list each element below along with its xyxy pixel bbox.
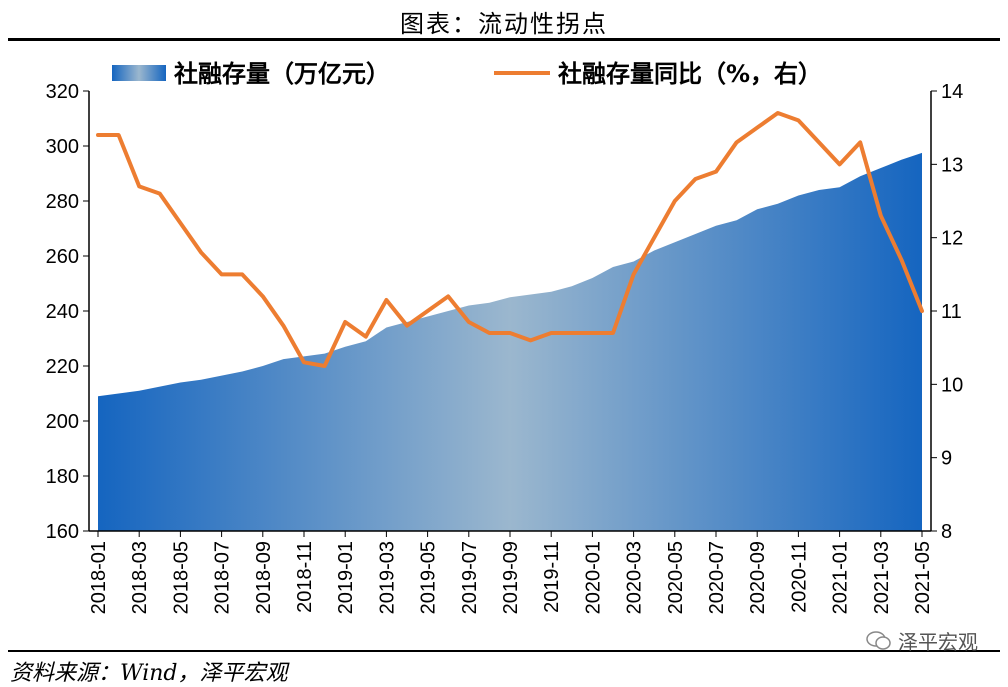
x-tick-label: 2020-01 (582, 541, 604, 614)
y-right-tick-label: 10 (941, 374, 963, 396)
y-right-tick-label: 9 (941, 448, 952, 470)
x-tick-label: 2019-11 (541, 541, 563, 613)
x-tick-label: 2019-05 (418, 541, 440, 614)
watermark-text: 泽平宏观 (898, 630, 978, 654)
y-left-tick-label: 280 (46, 191, 79, 213)
area-series-stock (98, 152, 922, 531)
x-tick-label: 2020-11 (788, 541, 810, 613)
bottom-rule (8, 650, 1000, 652)
x-tick-label: 2020-05 (665, 541, 687, 614)
x-tick-label: 2021-05 (912, 541, 934, 614)
title-rule (8, 38, 1000, 41)
y-left-tick-label: 260 (46, 246, 79, 268)
source-note: 资料来源：Wind，泽平宏观 (10, 661, 288, 686)
legend-line-label: 社融存量同比（%，右） (558, 60, 822, 88)
chart-title: 图表：流动性拐点 (400, 10, 608, 38)
x-tick-label: 2019-09 (500, 541, 522, 614)
y-left-tick-label: 160 (46, 521, 79, 543)
x-tick-label: 2018-07 (212, 541, 234, 614)
y-left-tick-label: 180 (46, 466, 79, 488)
wechat-icon (866, 630, 891, 650)
legend: 社融存量（万亿元） 社融存量同比（%，右） (112, 60, 822, 88)
x-tick-label: 2018-01 (88, 541, 110, 614)
y-left-tick-label: 200 (46, 411, 79, 433)
y-left-tick-label: 220 (46, 356, 79, 378)
x-tick-label: 2020-07 (706, 541, 728, 614)
x-tick-label: 2019-01 (335, 541, 357, 614)
legend-area-swatch (112, 65, 166, 81)
x-tick-label: 2019-03 (376, 541, 398, 614)
plot-area: 160 180 200 220 240 260 280 300 320 8 9 10 11 12 13 14 2… (46, 81, 964, 614)
chart: 社融存量（万亿元） 社融存量同比（%，右） 160 180 200 220 240 260… (46, 60, 964, 614)
x-tick-label: 2018-09 (253, 541, 275, 614)
x-tick-label: 2021-01 (830, 541, 852, 614)
y-left-tick-label: 240 (46, 301, 79, 323)
x-tick-label: 2018-05 (170, 541, 192, 614)
y-right-tick-label: 14 (941, 81, 963, 103)
y-right-tick-label: 12 (941, 228, 963, 250)
y-right-tick-label: 11 (941, 301, 962, 323)
legend-area-label: 社融存量（万亿元） (174, 60, 390, 88)
y-right-tick-label: 13 (941, 154, 963, 176)
x-tick-label: 2020-09 (747, 541, 769, 614)
x-tick-label: 2021-03 (871, 541, 893, 614)
y-right-tick-label: 8 (941, 521, 952, 543)
y-left-tick-label: 300 (46, 136, 79, 158)
y-left-tick-label: 320 (46, 81, 79, 103)
x-tick-label: 2020-03 (624, 541, 646, 614)
x-tick-label: 2019-07 (459, 541, 481, 614)
x-tick-label: 2018-03 (129, 541, 151, 614)
line-series-yoy (96, 111, 924, 368)
x-tick-label: 2018-11 (294, 541, 316, 613)
watermark: 泽平宏观 (866, 626, 978, 655)
